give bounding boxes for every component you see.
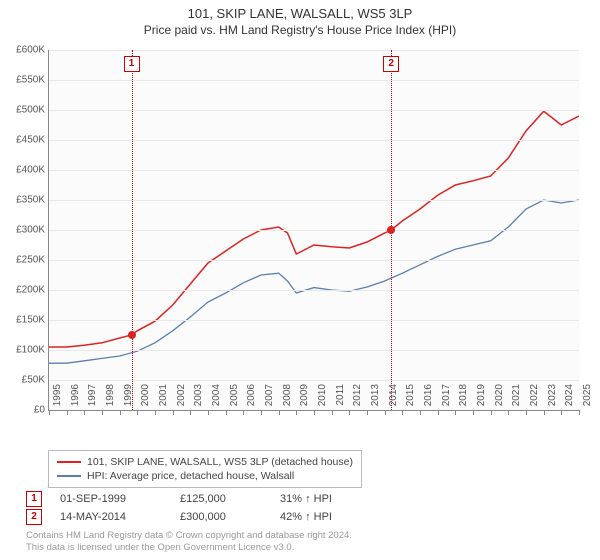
y-axis-label: £200K	[0, 285, 45, 296]
x-axis-label: 2000	[140, 384, 151, 414]
x-axis-label: 2024	[564, 384, 575, 414]
legend-swatch	[57, 461, 81, 463]
sales-row: 1 01-SEP-1999 £125,000 31% ↑ HPI	[20, 490, 380, 508]
legend-label: HPI: Average price, detached house, Wals…	[87, 470, 294, 482]
x-axis-label: 2016	[423, 384, 434, 414]
x-axis-label: 2013	[370, 384, 381, 414]
x-axis-label: 2009	[299, 384, 310, 414]
x-axis-label: 2012	[352, 384, 363, 414]
x-axis-label: 2022	[529, 384, 540, 414]
sales-table: 1 01-SEP-1999 £125,000 31% ↑ HPI 2 14-MA…	[20, 490, 380, 526]
legend-item: 101, SKIP LANE, WALSALL, WS5 3LP (detach…	[57, 455, 353, 469]
chart-subtitle: Price paid vs. HM Land Registry's House …	[0, 21, 600, 37]
sale-pct: 42% ↑ HPI	[280, 511, 380, 523]
x-axis-label: 2011	[335, 384, 346, 414]
x-axis-label: 2008	[282, 384, 293, 414]
series-line	[49, 200, 579, 363]
chart-container: 101, SKIP LANE, WALSALL, WS5 3LP Price p…	[0, 0, 600, 560]
sale-marker-box: 2	[26, 509, 42, 525]
y-axis-label: £350K	[0, 195, 45, 206]
sales-row: 2 14-MAY-2014 £300,000 42% ↑ HPI	[20, 508, 380, 526]
x-axis-label: 1996	[70, 384, 81, 414]
sale-pct: 31% ↑ HPI	[280, 493, 380, 505]
x-axis-label: 2010	[317, 384, 328, 414]
chart-plot-area: £0£50K£100K£150K£200K£250K£300K£350K£400…	[48, 50, 579, 411]
legend-box: 101, SKIP LANE, WALSALL, WS5 3LP (detach…	[48, 450, 362, 488]
sale-dot	[387, 226, 395, 234]
legend-item: HPI: Average price, detached house, Wals…	[57, 469, 353, 483]
y-axis-label: £50K	[0, 375, 45, 386]
x-axis-label: 1995	[52, 384, 63, 414]
x-axis-label: 2021	[511, 384, 522, 414]
sale-vline	[132, 50, 133, 410]
x-axis-label: 2025	[582, 384, 593, 414]
y-axis-label: £500K	[0, 105, 45, 116]
y-axis-label: £0	[0, 405, 45, 416]
y-axis-label: £100K	[0, 345, 45, 356]
x-axis-label: 2004	[211, 384, 222, 414]
sale-marker-box: 1	[26, 491, 42, 507]
x-axis-label: 2014	[388, 384, 399, 414]
footnote-line: This data is licensed under the Open Gov…	[26, 542, 294, 553]
y-axis-label: £400K	[0, 165, 45, 176]
x-axis-label: 2023	[547, 384, 558, 414]
sale-price: £125,000	[180, 493, 280, 505]
footnote-line: Contains HM Land Registry data © Crown c…	[26, 530, 352, 541]
sale-marker-box: 2	[383, 56, 399, 72]
sale-date: 01-SEP-1999	[60, 493, 180, 505]
y-axis-label: £300K	[0, 225, 45, 236]
x-axis-label: 2020	[494, 384, 505, 414]
chart-title: 101, SKIP LANE, WALSALL, WS5 3LP	[0, 0, 600, 21]
legend-label: 101, SKIP LANE, WALSALL, WS5 3LP (detach…	[87, 456, 353, 468]
x-axis-label: 2001	[158, 384, 169, 414]
y-axis-label: £150K	[0, 315, 45, 326]
y-axis-label: £250K	[0, 255, 45, 266]
y-axis-label: £600K	[0, 45, 45, 56]
x-axis-label: 2018	[458, 384, 469, 414]
x-axis-label: 2019	[476, 384, 487, 414]
x-axis-label: 2007	[264, 384, 275, 414]
legend-swatch	[57, 475, 81, 477]
y-axis-label: £450K	[0, 135, 45, 146]
footnote: Contains HM Land Registry data © Crown c…	[26, 530, 352, 554]
sale-date: 14-MAY-2014	[60, 511, 180, 523]
x-axis-label: 1997	[87, 384, 98, 414]
sale-price: £300,000	[180, 511, 280, 523]
x-axis-label: 2005	[229, 384, 240, 414]
x-axis-label: 2017	[441, 384, 452, 414]
y-axis-label: £550K	[0, 75, 45, 86]
x-axis-label: 2015	[405, 384, 416, 414]
x-axis-label: 2003	[193, 384, 204, 414]
sale-marker-box: 1	[124, 56, 140, 72]
sale-dot	[128, 331, 136, 339]
x-axis-label: 1998	[105, 384, 116, 414]
x-axis-label: 2002	[176, 384, 187, 414]
x-axis-label: 2006	[246, 384, 257, 414]
